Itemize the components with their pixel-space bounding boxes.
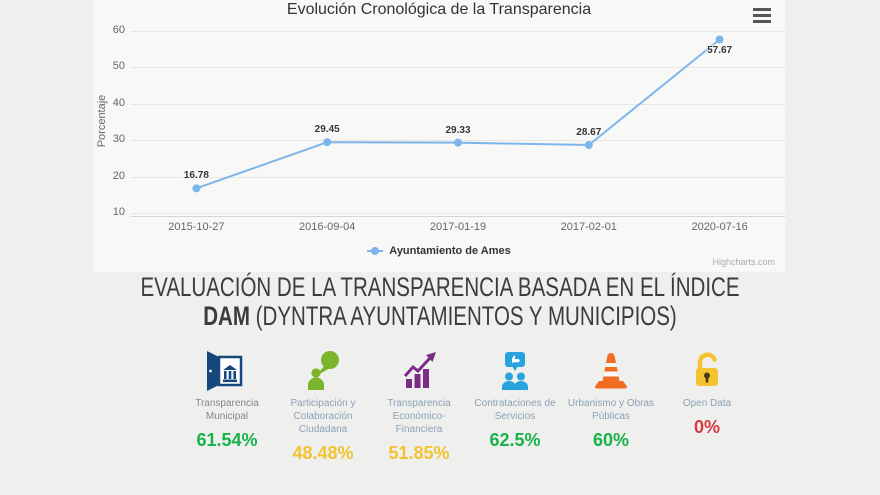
transparency-evolution-chart: Evolución Cronológica de la Transparenci… <box>93 0 785 272</box>
gridline <box>131 176 785 178</box>
category-score: 0% <box>693 417 720 437</box>
open-door-building-icon <box>181 349 273 392</box>
x-axis-line <box>131 216 785 217</box>
data-point[interactable] <box>454 138 462 147</box>
gridline <box>131 31 785 32</box>
page-title-line1: EVALUACIÓN DE LA TRANSPARENCIA BASADA EN… <box>140 272 740 302</box>
page-title-dam: DAM <box>203 301 250 331</box>
category-label: Urbanismo y Obras Públicas <box>567 398 655 422</box>
line-series <box>192 35 724 193</box>
x-axis-tick-label: 2017-01-19 <box>429 221 487 233</box>
x-axis-tick-label: 2020-07-16 <box>691 221 748 233</box>
chart-title: Evolución Cronológica de la Transparenci… <box>286 1 592 18</box>
open-padlock-icon <box>661 349 753 392</box>
legend-label: Ayuntamiento de Ames <box>389 245 511 257</box>
y-axis-tick-label: 50 <box>112 60 125 73</box>
highcharts-credit-link[interactable]: Highcharts.com <box>712 257 775 267</box>
data-point-label: 29.45 <box>314 124 340 136</box>
y-axis-tick-label: 60 <box>112 24 125 36</box>
category-label: Open Data <box>682 398 732 409</box>
bar-chart-arrow-icon <box>373 349 465 392</box>
data-point-label: 28.67 <box>576 127 602 139</box>
category-label: Transparencia Económico-Financiera <box>387 398 451 435</box>
data-point-label: 57.67 <box>707 45 733 57</box>
gridline <box>131 67 785 69</box>
data-point[interactable] <box>192 184 201 193</box>
category-score: 48.48% <box>292 443 354 463</box>
category-transparencia-municipal[interactable]: Transparencia Municipal 61.54% <box>179 349 275 464</box>
x-axis-tick-label: 2015-10-27 <box>168 221 225 233</box>
legend-line-marker-icon <box>367 246 384 256</box>
category-contrataciones-servicios[interactable]: Contrataciones de Servicios 62.5% <box>467 349 563 464</box>
x-axis-tick-label: 2016-09-04 <box>299 221 356 233</box>
traffic-cone-icon <box>565 349 657 392</box>
gridline <box>131 103 785 105</box>
hamburger-menu-icon <box>753 8 771 11</box>
category-participacion-colaboracion[interactable]: Participación y Colaboración Ciudadana 4… <box>275 349 371 464</box>
category-transparencia-economico-financiera[interactable]: Transparencia Económico-Financiera 51.85… <box>371 349 467 464</box>
category-score: 60% <box>592 430 630 450</box>
page-title: EVALUACIÓN DE LA TRANSPARENCIA BASADA EN… <box>0 273 880 331</box>
data-point[interactable] <box>584 141 593 150</box>
category-urbanismo-obras-publicas[interactable]: Urbanismo y Obras Públicas 60% <box>563 349 659 464</box>
y-axis-tick-label: 10 <box>112 206 125 218</box>
y-axis-tick-label: 40 <box>112 96 125 109</box>
person-speech-bubble-icon <box>277 349 369 392</box>
chart-context-menu-button[interactable] <box>751 7 773 24</box>
data-point-label: 29.33 <box>445 124 471 136</box>
gridline <box>131 213 785 214</box>
page-title-line2: DAM (DYNTRA AYUNTAMIENTOS Y MUNICIPIOS) <box>203 301 677 331</box>
category-open-data[interactable]: Open Data 0% <box>659 349 755 464</box>
category-label: Transparencia Municipal <box>195 398 259 422</box>
category-label: Contrataciones de Servicios <box>474 398 556 422</box>
x-axis-tick-label: 2017-02-01 <box>560 221 617 233</box>
category-score: 61.54% <box>196 430 258 450</box>
category-score: 62.5% <box>489 430 541 450</box>
data-point[interactable] <box>323 138 332 147</box>
y-axis-tick-label: 30 <box>112 133 125 146</box>
legend-item[interactable]: Ayuntamiento de Ames <box>93 245 785 257</box>
people-thumbs-up-bubble-icon <box>469 349 561 392</box>
dam-categories-row: Transparencia Municipal 61.54% Participa… <box>179 349 755 464</box>
data-point[interactable] <box>715 35 724 44</box>
category-label: Participación y Colaboración Ciudadana <box>290 398 356 435</box>
plot-area: 10 20 30 40 50 60 2015-10-27 2016-09-04 2017-01-… <box>93 0 785 272</box>
y-axis-tick-label: 20 <box>112 169 125 182</box>
data-point-label: 16.78 <box>183 170 209 182</box>
category-score: 51.85% <box>388 443 450 463</box>
